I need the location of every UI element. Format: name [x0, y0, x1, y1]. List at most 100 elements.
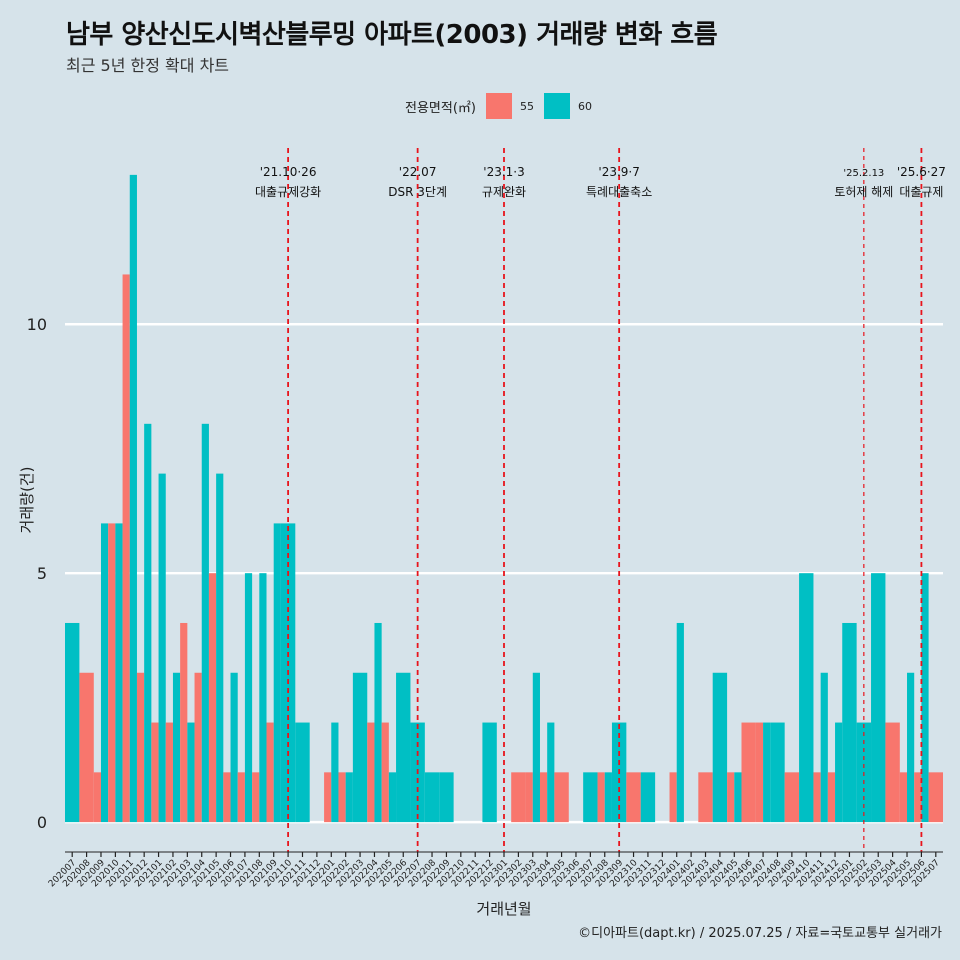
event-date-2: '23.1·3 [483, 165, 524, 179]
bar-60-202106 [230, 672, 238, 823]
bar-55-202011 [122, 274, 130, 823]
bar-60-202010 [115, 523, 123, 823]
bar-60-202411 [820, 672, 828, 823]
bar-55-202204 [367, 722, 375, 823]
bar-60-202410 [799, 573, 814, 823]
legend-label-60: 60 [577, 99, 592, 113]
bar-55-202505 [899, 772, 908, 823]
bar-60-202303 [532, 672, 540, 823]
bar-55-202009 [93, 772, 101, 823]
bar-55-202205 [381, 722, 389, 823]
bar-55-202411 [813, 772, 821, 823]
bar-55-202202 [338, 772, 346, 823]
chart-title: 남부 양산신도시벽산블루밍 아파트(2003) 거래량 변화 흐름 [66, 20, 718, 50]
bar-55-202201 [324, 772, 332, 823]
bar-60-202204 [374, 622, 382, 823]
event-label-4: 토허제 해제 [834, 185, 893, 199]
bar-60-202104 [201, 423, 209, 823]
bar-55-202506 [914, 772, 922, 823]
bar-60-202009 [100, 523, 109, 823]
bar-55-202103 [180, 622, 188, 823]
bar-60-202311 [640, 772, 656, 823]
bar-60-202103 [187, 722, 195, 823]
bar-60-202503 [871, 573, 886, 823]
bar-55-202412 [827, 772, 836, 823]
chart-subtitle: 최근 5년 한정 확대 차트 [66, 56, 230, 75]
bar-60-202012 [144, 423, 152, 823]
bar-60-202501 [842, 622, 857, 823]
bar-60-202011 [129, 174, 137, 823]
bar-60-202407 [763, 722, 771, 823]
legend-title: 전용면적(㎡) [405, 100, 476, 116]
event-label-2: 규제완화 [482, 185, 526, 199]
bar-55-202107 [237, 772, 245, 823]
bar-60-202408 [770, 722, 785, 823]
bar-60-202404 [712, 672, 728, 823]
bar-55-202106 [223, 772, 231, 823]
bar-55-202403 [698, 772, 713, 823]
event-date-4: '25.2.13 [843, 168, 884, 179]
y-tick-label-0: 0 [37, 813, 47, 832]
event-label-3: 특례대출축소 [586, 185, 652, 199]
event-date-5: '25.6·27 [897, 165, 946, 179]
bar-60-202203 [352, 672, 368, 823]
bar-60-202307 [583, 772, 598, 823]
y-tick-label-5: 5 [37, 564, 47, 583]
bar-55-202008 [79, 672, 94, 823]
legend-key-55 [485, 93, 512, 119]
event-label-5: 대출규제 [899, 185, 943, 199]
bar-60-202304 [547, 722, 555, 823]
bar-55-202405 [727, 772, 735, 823]
event-label-0: 대출규제강화 [255, 185, 321, 199]
bar-55-202108 [252, 772, 260, 823]
source-caption: ©디아파트(dapt.kr) / 2025.07.25 / 자료=국토교통부 실… [578, 926, 942, 941]
x-axis-title: 거래년월 [476, 900, 531, 918]
bar-55-202304 [539, 772, 548, 823]
bar-60-202105 [216, 473, 224, 823]
bar-55-202302 [511, 772, 526, 823]
bar-60-202209 [439, 772, 454, 823]
bar-55-202104 [194, 672, 202, 823]
bar-60-202206 [396, 672, 411, 823]
legend: 전용면적(㎡) 55 60 [405, 92, 592, 120]
bar-60-202101 [158, 473, 166, 823]
bar-55-202407 [755, 722, 764, 823]
y-tick-label-10: 10 [27, 315, 47, 334]
bar-55-202310 [626, 772, 641, 823]
bar-60-202202 [345, 772, 353, 823]
bar-55-202102 [165, 722, 173, 823]
bar-55-202109 [266, 722, 274, 823]
bar-60-202102 [172, 672, 181, 823]
bar-60-202201 [331, 722, 339, 823]
bar-60-202308 [604, 772, 612, 823]
bar-60-202401 [676, 622, 684, 823]
legend-key-60 [543, 93, 570, 119]
bar-60-202506 [921, 573, 929, 823]
bar-55-202409 [784, 772, 800, 823]
bar-55-202305 [554, 772, 569, 823]
bar-55-202507 [928, 772, 943, 823]
bar-55-202303 [525, 772, 533, 823]
bar-60-202505 [907, 672, 915, 823]
bar-60-202405 [734, 772, 742, 823]
bar-55-202010 [108, 523, 116, 823]
bar-55-202308 [597, 772, 605, 823]
bar-55-202101 [151, 722, 159, 823]
event-date-3: '23.9·7 [598, 165, 639, 179]
bar-60-202212 [482, 722, 497, 823]
bar-60-202108 [259, 573, 267, 823]
bar-60-202208 [424, 772, 440, 823]
bar-60-202205 [388, 772, 397, 823]
bar-55-202401 [669, 772, 677, 823]
bar-55-202012 [136, 672, 145, 823]
bar-55-202504 [885, 722, 900, 823]
event-label-1: DSR 3단계 [388, 185, 447, 199]
event-date-1: '22.07 [399, 165, 437, 179]
bar-55-202105 [208, 573, 217, 823]
bar-55-202406 [741, 722, 756, 823]
event-date-0: '21.10·26 [260, 165, 317, 179]
bar-60-202111 [295, 722, 310, 823]
bar-60-202007 [65, 622, 80, 823]
bar-60-202412 [835, 722, 843, 823]
